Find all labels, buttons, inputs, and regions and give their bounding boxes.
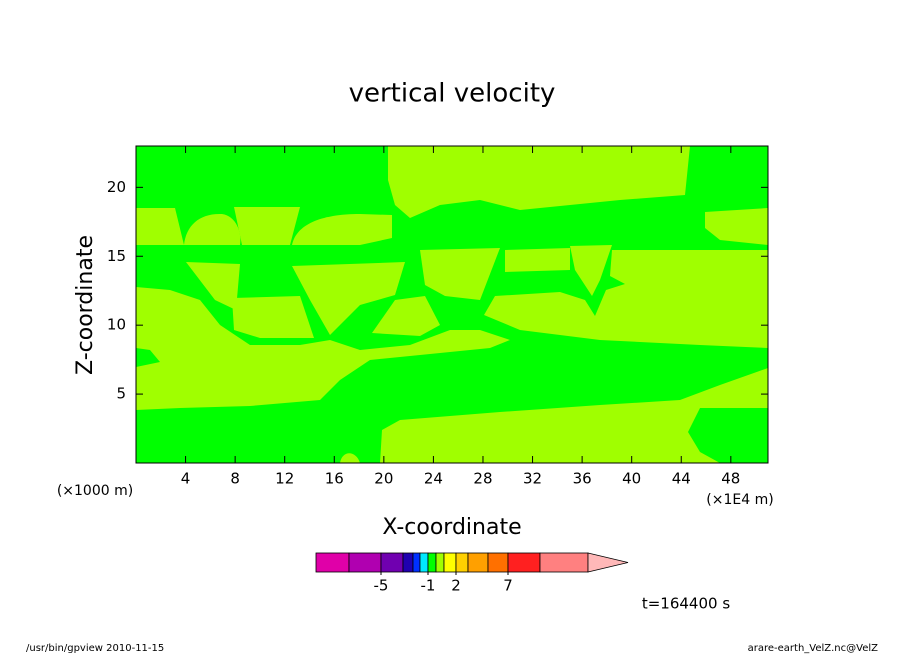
contour-region [484,250,768,348]
y-axis-label: Z-coordinate [73,235,98,375]
x-tick-label: 40 [622,470,641,488]
x-tick-label: 36 [573,470,592,488]
footer: /usr/bin/gpview 2010-11-15 [26,643,164,654]
colorbar-box [487,552,509,573]
contour-region [505,248,570,272]
contour-region [186,262,240,310]
x-tick-label: 44 [672,470,691,488]
x-tick-label: 48 [721,470,740,488]
x-tick-label: 32 [523,470,542,488]
x-tick-label: 28 [473,470,492,488]
contour-region [136,208,184,245]
colorbar-box [380,552,404,573]
y-tick-label: 10 [107,316,126,334]
x-unit-label: (×1E4 m) [706,492,773,508]
plot-frame [135,145,769,464]
colorbar-box [412,552,421,573]
contour-region [234,207,300,245]
contour-region [340,453,360,463]
x-axis-label: X-coordinate [382,515,521,540]
contour-region [232,296,314,338]
colorbar-box [467,552,489,573]
y-tick-label: 15 [107,247,126,265]
contour-region [292,262,405,335]
contour-region [292,214,392,245]
chart-title: vertical velocity [349,79,556,109]
colorbar-tick-label: -1 [421,577,436,595]
contour-region [380,368,768,463]
contour-region [136,287,510,410]
colorbar-extend [587,552,629,573]
colorbar: -5 -1 2 7 [315,552,629,595]
colorbar-tick-label: -5 [374,577,389,595]
y-tick-label: 20 [107,178,126,196]
colorbar-tick-label: 7 [503,577,513,595]
contour-region [184,213,241,245]
colorbar-box [419,552,429,573]
x-tick-label: 24 [424,470,443,488]
plot-area [135,145,769,464]
x-tick-label: 12 [275,470,294,488]
x-tick-label: 8 [230,470,240,488]
y-tick-label: 5 [116,385,126,403]
contour-region [645,454,668,463]
colorbar-box [315,552,350,573]
colorbar-box [455,552,469,573]
footer: arare-earth_VelZ.nc@VelZ [748,643,879,654]
positive-regions [136,146,768,463]
x-tick-label: 4 [181,470,191,488]
contour-region [372,296,440,336]
colorbar-tick-label: 2 [451,577,461,595]
x-unit-label: (×1000 m) [57,483,133,499]
contour-region [570,245,612,296]
contour-region [705,208,768,245]
contour-region [388,146,690,218]
colorbar-box [427,552,437,573]
colorbar-box [507,552,541,573]
colorbar-box [348,552,382,573]
colorbar-box [435,552,445,573]
colorbar-box [443,552,457,573]
colorbar-box [402,552,414,573]
contour-region [420,248,500,300]
time-label: t=164400 s [642,595,730,613]
colorbar-box [539,552,589,573]
x-tick-label: 20 [374,470,393,488]
x-tick-label: 16 [325,470,344,488]
